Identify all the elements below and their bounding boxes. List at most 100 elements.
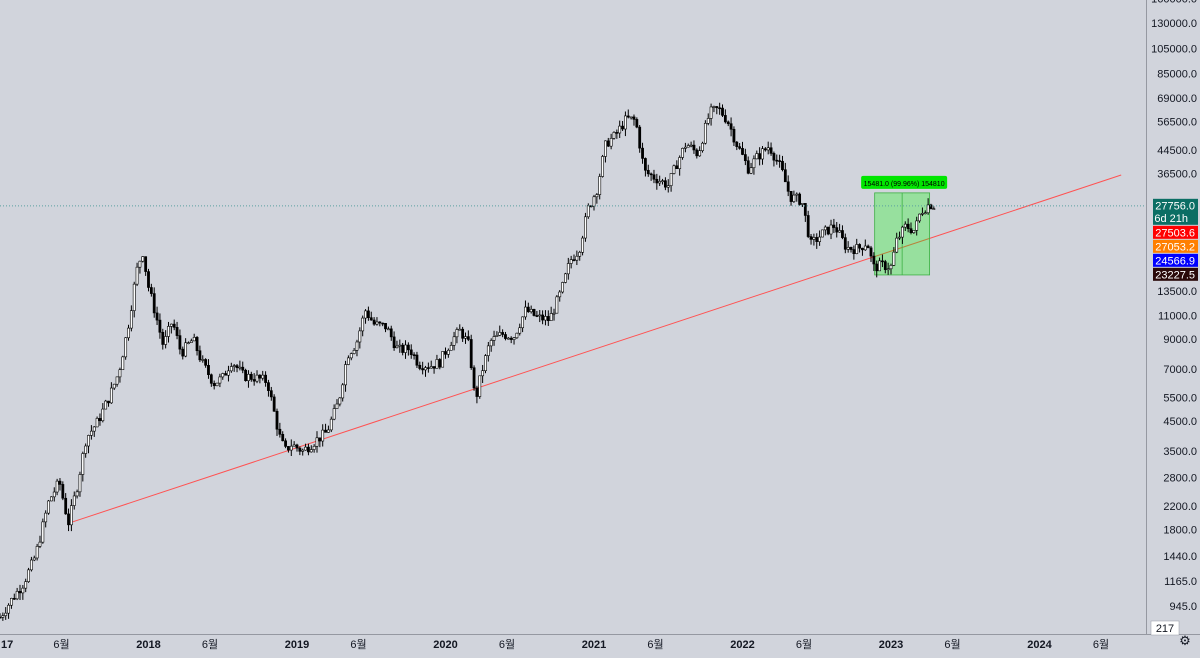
candle-body [466, 336, 470, 340]
candle-body [592, 196, 596, 207]
candle-body [726, 121, 730, 124]
y-tick-label: 105000.0 [1151, 43, 1197, 55]
candle-body [372, 319, 376, 325]
candle-body [549, 313, 553, 321]
candle-body [118, 369, 122, 378]
candle-body [663, 180, 667, 188]
candle-body [869, 247, 873, 257]
candle-body [187, 342, 190, 344]
candle-body [169, 323, 173, 327]
candle-body [506, 337, 510, 340]
candle-body [184, 342, 188, 357]
price-label-box [1153, 239, 1198, 253]
candle-body [415, 354, 419, 366]
candle-body [815, 237, 819, 242]
price-label-box [1153, 198, 1198, 225]
candle-body [129, 310, 133, 329]
x-tick-label: 17 [1, 639, 13, 651]
candle-body [341, 384, 345, 399]
candle-body [498, 332, 502, 336]
y-tick-label: 69000.0 [1157, 93, 1197, 105]
trend-line[interactable] [68, 174, 1122, 524]
candle-body [69, 505, 73, 526]
x-tick-label: 2024 [1027, 639, 1052, 651]
candle-body [835, 227, 839, 233]
candle-body [806, 215, 810, 237]
x-tick-label: 6월 [796, 638, 812, 651]
candle-body [921, 213, 924, 215]
candle-body [861, 247, 864, 251]
candle-body [444, 351, 447, 355]
y-tick-label: 945.0 [1169, 601, 1197, 613]
x-tick-label: 2019 [285, 639, 309, 651]
candle-body [392, 336, 396, 349]
candle-body [923, 212, 927, 215]
candle-body [661, 180, 664, 182]
candle-body [201, 359, 205, 361]
candle-body [732, 128, 736, 143]
candle-body [475, 387, 479, 397]
candle-body [624, 115, 627, 130]
timeframe-badge[interactable] [1150, 620, 1180, 636]
candle-body [638, 126, 642, 149]
candle-body [304, 446, 307, 451]
gear-icon[interactable]: ⚙ [1179, 634, 1191, 649]
candle-body [15, 591, 19, 600]
candle-body [492, 336, 496, 341]
candle-body [406, 344, 410, 351]
timeframe-badge-label: 217 [1156, 623, 1174, 635]
candle-body [875, 263, 879, 272]
candle-body [89, 430, 93, 436]
candle-body [858, 244, 861, 249]
candle-body [81, 453, 85, 475]
candle-body [752, 158, 756, 169]
candle-body [681, 148, 684, 158]
candle-body [35, 546, 39, 559]
candle-body [189, 340, 193, 343]
candle-body [221, 373, 225, 378]
candle-body [564, 273, 567, 283]
candle-body [566, 263, 570, 275]
candle-body [138, 260, 142, 268]
candle-body [644, 158, 647, 171]
candle-body [692, 144, 696, 151]
candle-body [846, 246, 850, 250]
candle-body [669, 173, 673, 186]
candle-body [175, 327, 179, 336]
candle-body [535, 315, 539, 317]
candle-body [561, 282, 564, 293]
y-tick-label: 2800.0 [1163, 472, 1197, 484]
candle-body [572, 259, 576, 261]
candle-body [775, 159, 779, 162]
candle-body [841, 230, 844, 238]
y-tick-label: 3500.0 [1163, 446, 1197, 458]
candle-body [666, 185, 670, 188]
candle-body [58, 480, 62, 485]
candle-body [244, 369, 247, 381]
candle-body [575, 255, 579, 261]
y-tick-label: 1800.0 [1163, 525, 1197, 537]
candle-body [863, 245, 867, 251]
candle-body [706, 118, 710, 124]
candle-body [255, 374, 259, 382]
candle-body [715, 106, 719, 109]
candle-body [581, 237, 584, 253]
x-tick-label: 6월 [350, 638, 366, 651]
candle-body [149, 287, 153, 294]
candle-body [529, 308, 533, 313]
candle-body [903, 223, 907, 228]
candle-body [729, 123, 733, 130]
candle-body [792, 194, 796, 202]
candle-body [504, 334, 507, 339]
candle-body [147, 271, 150, 288]
candle-body [378, 321, 382, 324]
candle-body [906, 223, 910, 229]
candle-body [469, 339, 473, 369]
candle-body [604, 140, 607, 157]
candle-body [381, 322, 385, 325]
x-tick-label: 6월 [202, 638, 218, 651]
candle-body [332, 408, 336, 420]
candle-body [318, 437, 322, 442]
